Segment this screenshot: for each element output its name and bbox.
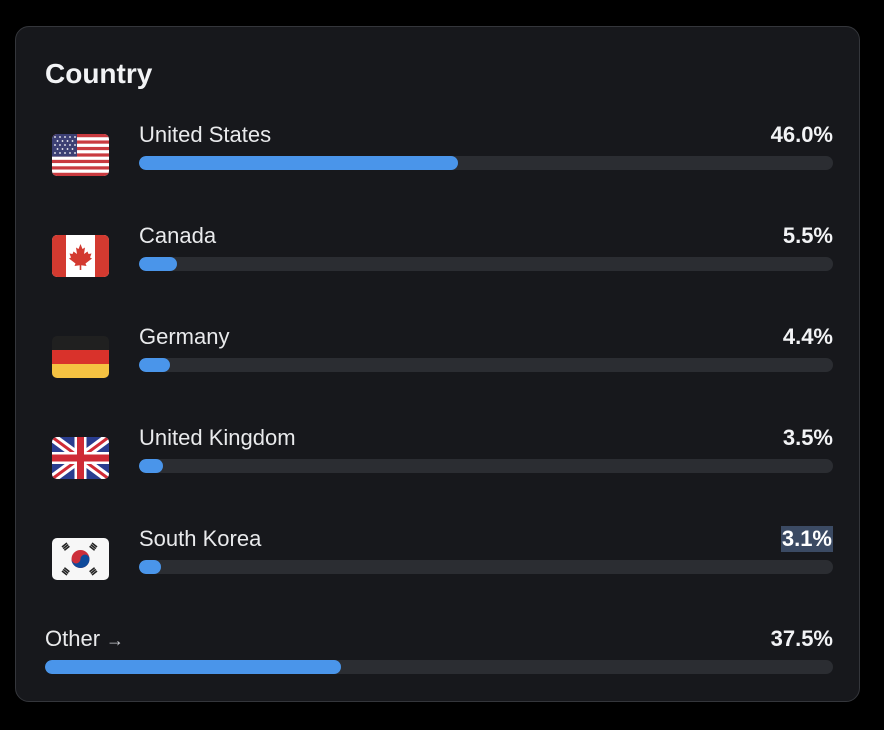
country-name: Canada: [139, 223, 217, 248]
country-bar-track: [139, 560, 833, 574]
country-percent: 3.5%: [782, 425, 833, 450]
country-bar-track: [139, 459, 833, 473]
country-name: United Kingdom: [139, 425, 296, 450]
germany-flag-icon: [52, 336, 109, 378]
other-row[interactable]: Other → 37.5%: [16, 625, 861, 685]
country-percent: 4.4%: [782, 324, 833, 349]
country-bar-fill: [139, 156, 459, 170]
card-title: Country: [45, 58, 153, 89]
us-flag-icon: [52, 134, 109, 176]
country-name: Germany: [139, 324, 230, 349]
country-name: United States: [139, 122, 272, 147]
country-row-south-korea[interactable]: South Korea 3.1%: [16, 524, 861, 584]
south-korea-flag-icon: [52, 538, 109, 580]
uk-flag-icon: [52, 437, 109, 479]
country-row-germany[interactable]: Germany 4.4%: [16, 322, 861, 382]
country-name: South Korea: [139, 526, 262, 551]
other-bar-fill: [45, 660, 341, 674]
other-label: Other: [45, 626, 101, 651]
other-percent: 37.5%: [770, 626, 833, 651]
other-bar-track: [45, 660, 833, 674]
country-percent: 46.0%: [770, 122, 833, 147]
country-row-united-kingdom[interactable]: United Kingdom 3.5%: [16, 423, 861, 483]
country-percent-selected: 3.1%: [780, 526, 833, 552]
country-row-canada[interactable]: Canada 5.5%: [16, 221, 861, 281]
country-bar-fill: [139, 459, 164, 473]
country-bar-track: [139, 257, 833, 271]
country-bar-fill: [139, 560, 161, 574]
country-bar-track: [139, 156, 833, 170]
other-link[interactable]: Other →: [45, 626, 124, 653]
canada-flag-icon: [52, 235, 109, 277]
country-card: Country Uni: [15, 26, 860, 702]
country-bar-fill: [139, 257, 178, 271]
arrow-right-icon: →: [106, 630, 125, 650]
country-bar-track: [139, 358, 833, 372]
country-percent: 5.5%: [782, 223, 833, 248]
country-bar-fill: [139, 358, 170, 372]
country-row-united-states[interactable]: United States 46.0%: [16, 120, 861, 180]
